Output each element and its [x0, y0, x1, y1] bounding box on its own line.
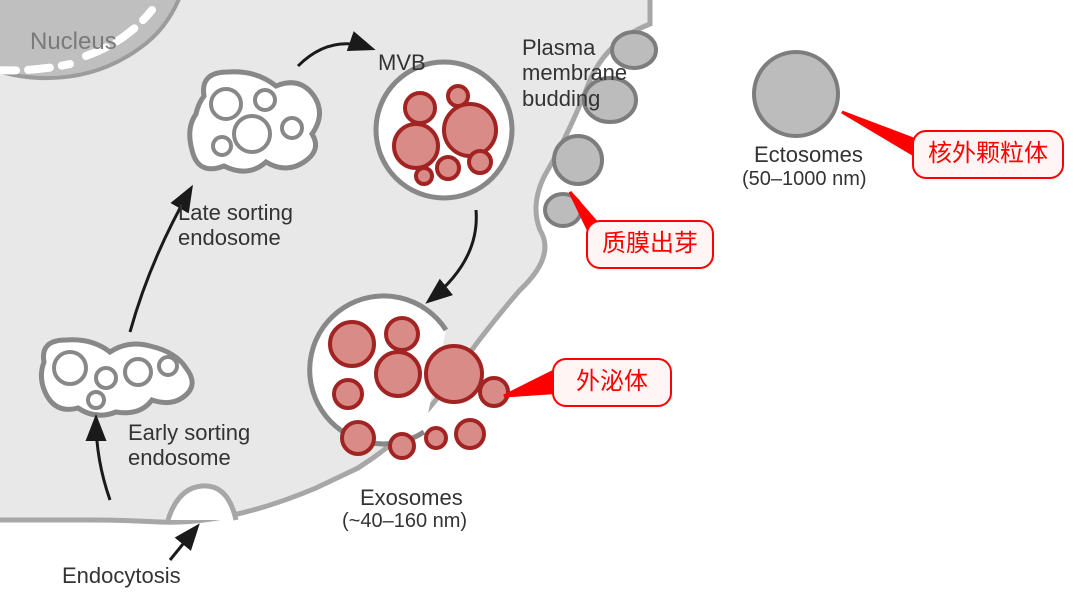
label-endocytosis: Endocytosis [62, 563, 181, 588]
label-plasma: Plasma membrane budding [522, 35, 627, 111]
callout-exosome-cn: 外泌体 [552, 358, 672, 407]
callout-plasma-cn: 质膜出芽 [586, 220, 714, 269]
label-late-endosome: Late sorting endosome [178, 200, 293, 251]
label-ectosomes-size: (50–1000 nm) [742, 168, 867, 191]
label-exosomes: Exosomes [360, 485, 463, 510]
label-mvb: MVB [378, 50, 426, 75]
arrow-endocytosis [170, 528, 196, 560]
label-nucleus: Nucleus [30, 28, 117, 56]
callout-ectosome-cn: 核外颗粒体 [912, 130, 1064, 179]
ectosome-free [754, 52, 838, 136]
label-early-endosome: Early sorting endosome [128, 420, 250, 471]
label-exosomes-size: (~40–160 nm) [342, 510, 467, 533]
label-ectosomes: Ectosomes [754, 142, 863, 167]
diagram-stage: Nucleus Late sorting endosome Early sort… [0, 0, 1080, 599]
